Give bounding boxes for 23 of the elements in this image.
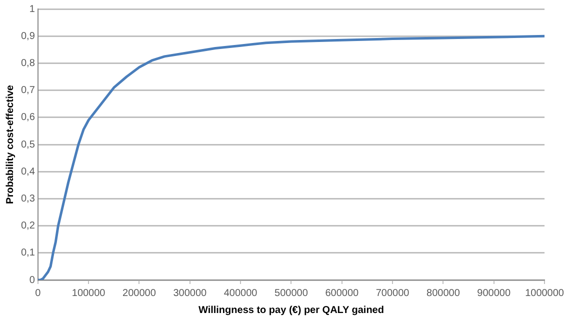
x-axis-title: Willingness to pay (€) per QALY gained <box>198 304 384 316</box>
x-tick-label: 900000 <box>477 288 511 299</box>
y-tick-label: 0,1 <box>20 248 36 259</box>
y-tick-label: 0,6 <box>20 112 36 124</box>
x-tick-label: 300000 <box>173 288 208 299</box>
x-tick-label: 1000000 <box>525 288 564 299</box>
x-tick-label: 800000 <box>426 288 460 299</box>
y-tick-label: 0,8 <box>20 58 36 69</box>
y-tick-label: 1 <box>29 4 36 15</box>
x-tick-label: 400000 <box>224 288 258 299</box>
y-tick-label: 0,3 <box>20 193 36 204</box>
y-tick-label: 0,9 <box>20 30 36 42</box>
x-tick-label: 100000 <box>72 288 106 299</box>
y-tick-label: 0 <box>29 274 36 286</box>
x-tick-label: 500000 <box>274 288 308 299</box>
y-axis-title: Probability cost-effective <box>4 84 16 204</box>
y-tick-label: 0,7 <box>20 85 36 96</box>
y-tick-label: 0,4 <box>20 166 36 178</box>
y-tick-label: 0,5 <box>20 139 36 150</box>
y-tick-label: 0,2 <box>20 220 36 232</box>
x-tick-label: 700000 <box>376 288 410 299</box>
x-tick-label: 600000 <box>325 288 359 299</box>
x-tick-label: 200000 <box>122 288 156 299</box>
